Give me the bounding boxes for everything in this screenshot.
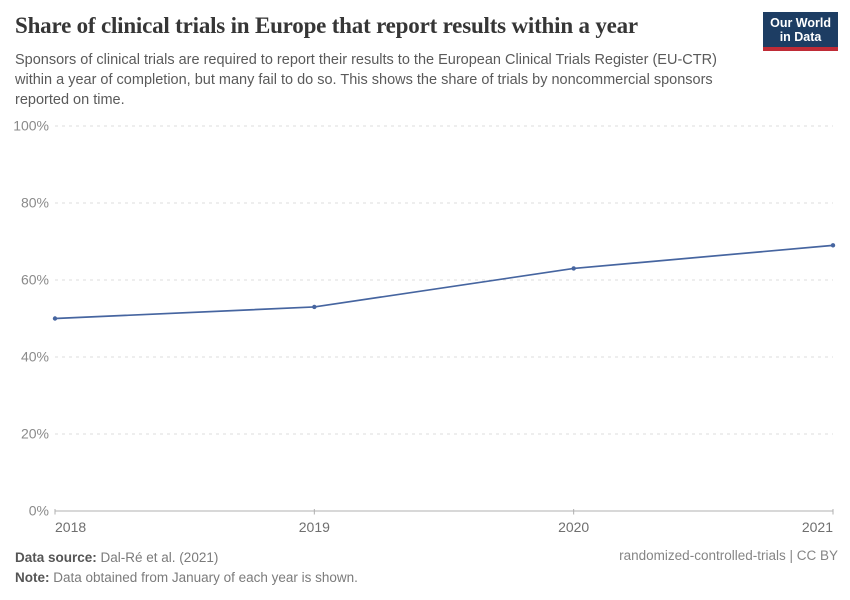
data-source-value: Dal-Ré et al. (2021) [96, 550, 219, 565]
owid-logo-line2: in Data [779, 30, 822, 44]
y-axis-label: 80% [21, 195, 49, 211]
note-label: Note: [15, 570, 50, 585]
data-point [312, 304, 317, 310]
owid-logo: Our World in Data [763, 12, 838, 51]
subtitle-line: Sponsors of clinical trials are required… [15, 52, 717, 68]
y-axis-label: 40% [21, 349, 49, 365]
x-axis-label: 2021 [802, 519, 833, 535]
x-axis-label: 2019 [299, 519, 330, 535]
note-value: Data obtained from January of each year … [49, 570, 358, 585]
y-axis-label: 60% [21, 272, 49, 288]
note-line: Note: Data obtained from January of each… [15, 568, 358, 588]
page-title: Share of clinical trials in Europe that … [15, 13, 638, 38]
line-chart: 0% 20% 40% 60% 80% 100% 2018 2019 2020 2021 [13, 118, 836, 535]
y-axis-label: 100% [13, 118, 49, 134]
y-axis-label: 0% [29, 503, 49, 519]
owid-logo-line1: Our World [770, 16, 831, 30]
data-line [54, 244, 834, 320]
chart-footer: Data source: Dal-Ré et al. (2021) Note: … [15, 548, 358, 588]
y-axis-label: 20% [21, 426, 49, 442]
subtitle-line: reported on time. [15, 92, 125, 108]
subtitle-line: within a year of completion, but many fa… [15, 72, 713, 88]
chart-subtitle: Sponsors of clinical trials are required… [15, 50, 717, 110]
data-source-label: Data source: [15, 550, 97, 565]
data-source-line: Data source: Dal-Ré et al. (2021) [15, 548, 358, 568]
x-axis-label: 2018 [55, 519, 86, 535]
data-point [830, 243, 836, 248]
data-point [52, 316, 58, 321]
data-point [571, 266, 576, 271]
license-text: randomized-controlled-trials | CC BY [619, 548, 838, 563]
x-axis-label: 2020 [558, 519, 589, 535]
